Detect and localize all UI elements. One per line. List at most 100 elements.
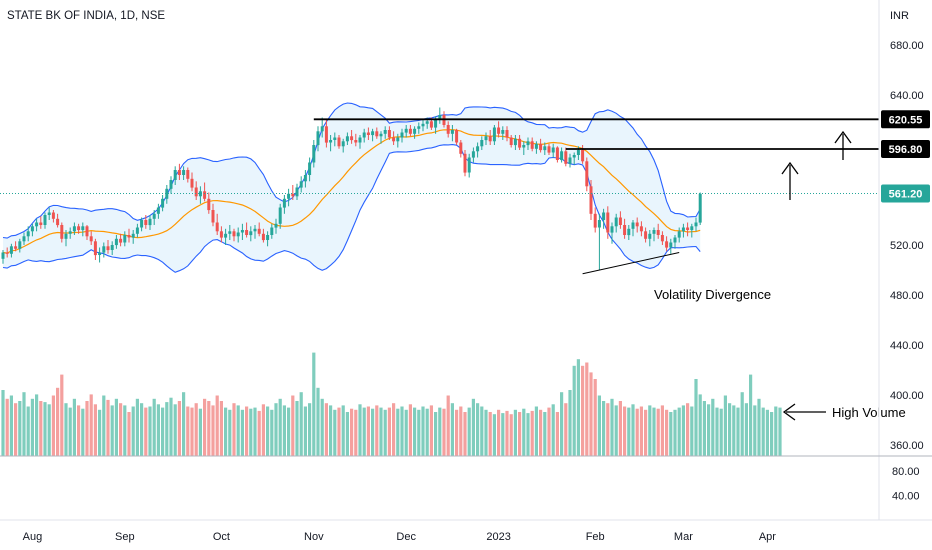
volume-bar: [606, 403, 610, 456]
volume-bar: [312, 352, 316, 456]
candle: [610, 222, 614, 244]
candle: [526, 137, 530, 150]
candle: [673, 235, 677, 249]
volume-bar: [169, 397, 173, 456]
candle: [568, 153, 572, 168]
volume-bar: [450, 403, 454, 456]
volume-bar: [18, 401, 22, 456]
volume-bar: [698, 394, 702, 456]
volume-bar: [740, 392, 744, 456]
volume-bar: [51, 395, 55, 456]
volume-bar: [677, 407, 681, 456]
bollinger-fill: [3, 103, 701, 273]
candle: [690, 223, 694, 238]
candle: [110, 241, 114, 255]
volume-bar: [186, 406, 190, 456]
price-axis: 680.00640.00600.00560.00520.00480.00440.…: [890, 40, 924, 452]
annotation-high-volume: High Volume: [832, 405, 906, 420]
candle: [39, 216, 43, 229]
candle: [639, 221, 643, 237]
candle: [89, 231, 93, 245]
volume-bar: [60, 374, 64, 456]
trendline: [582, 252, 680, 275]
volume-bar: [761, 407, 765, 456]
candle: [383, 126, 387, 139]
volume-bar: [282, 405, 286, 456]
time-tick-label: 2023: [486, 531, 510, 543]
volume-bar: [211, 405, 215, 456]
volume-bar: [534, 406, 538, 456]
candle: [93, 238, 97, 260]
volume-bar: [711, 398, 715, 456]
volume-bar: [568, 390, 572, 456]
candle: [501, 126, 505, 140]
price-label-box: 596.80: [881, 140, 930, 158]
volume-bar: [379, 407, 383, 456]
price-tick-label: 480.00: [890, 290, 924, 302]
volume-bar: [686, 403, 690, 456]
price-label-box: 561.20: [881, 184, 930, 203]
candle: [77, 223, 81, 234]
volume-bar: [106, 399, 110, 456]
volume-bar: [560, 392, 564, 456]
volume-bar: [110, 405, 114, 456]
candle: [165, 185, 169, 204]
volume-bar: [354, 409, 358, 456]
candle: [488, 130, 492, 145]
volume-bar: [257, 410, 261, 456]
volume-tick-label: 80.00: [892, 466, 920, 478]
volume-bar: [173, 404, 177, 456]
volume-bar: [135, 398, 139, 456]
candle: [148, 215, 152, 230]
candle: [190, 172, 194, 192]
candle: [375, 127, 379, 139]
candle: [660, 231, 664, 245]
price-tick-label: 360.00: [890, 440, 924, 452]
volume-bar: [694, 379, 698, 456]
volume-bar: [366, 406, 370, 456]
volume-bar: [224, 407, 228, 456]
volume-bar: [203, 398, 207, 456]
volume-bar: [43, 402, 47, 456]
volume-bar: [161, 407, 165, 456]
volume-bar: [505, 410, 509, 456]
volume-bar: [484, 409, 488, 456]
volume-bar: [156, 404, 160, 456]
volume-bar: [1, 390, 5, 456]
candle: [547, 143, 551, 155]
candle: [656, 223, 660, 239]
volume-bar: [148, 406, 152, 456]
volume-bar: [102, 395, 106, 456]
volume-bar: [736, 407, 740, 456]
candle: [308, 157, 312, 182]
volume-bar: [774, 406, 778, 456]
volume-bar: [509, 414, 513, 456]
candle: [694, 217, 698, 232]
volume-bars: [1, 352, 782, 456]
candle: [270, 223, 274, 239]
candle: [392, 131, 396, 145]
volume-bar: [85, 401, 89, 456]
candle: [22, 232, 26, 245]
volume-bar: [123, 405, 127, 456]
volume-bar: [715, 407, 719, 456]
volume-bar: [660, 405, 664, 456]
volume-bar: [530, 410, 534, 456]
candle: [169, 176, 173, 194]
candle: [698, 192, 702, 225]
candle: [51, 210, 55, 223]
candle: [295, 183, 299, 200]
volume-bar: [144, 407, 148, 456]
candlestick-series: [1, 107, 702, 270]
volume-bar: [656, 408, 660, 456]
candle: [30, 223, 34, 237]
candle: [467, 153, 471, 178]
candle: [551, 143, 555, 158]
volume-bar: [303, 406, 307, 456]
volume-bar: [131, 406, 135, 456]
volume-bar: [408, 404, 412, 456]
candle: [686, 222, 690, 237]
volume-bar: [585, 362, 589, 456]
candle: [652, 227, 656, 242]
volume-bar: [362, 407, 366, 456]
